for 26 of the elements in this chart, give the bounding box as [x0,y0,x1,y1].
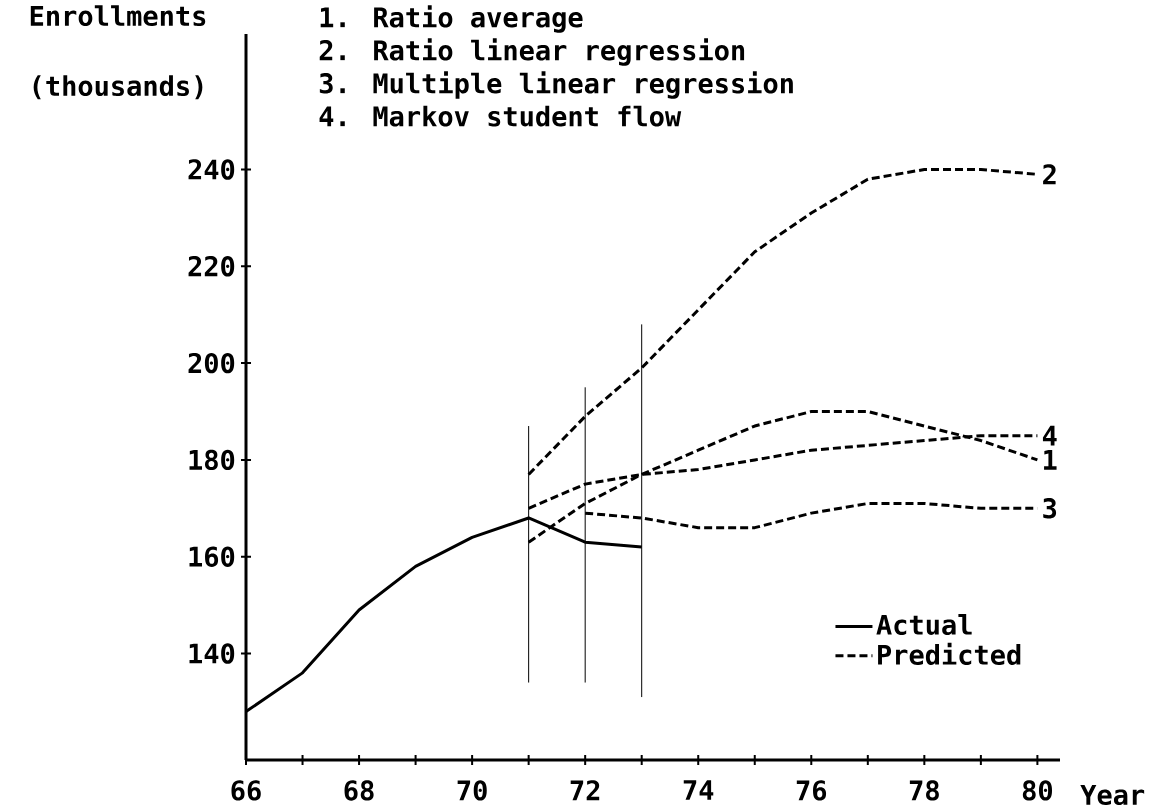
x-tick-label: 80 [1022,780,1053,801]
x-tick-label: 70 [457,780,487,801]
y-tick-label: 220 [188,256,235,277]
text: Enrollments (thousands) [30,5,206,100]
annotation: 2. Ratio linear regression [319,38,745,66]
series-label: 2 [1043,164,1056,185]
x-tick-label: 76 [796,780,827,801]
series-label: 1 [1044,450,1057,470]
x-axis-title: Year [1080,784,1145,806]
text: 1. Ratio average [320,5,583,33]
x-tick-label: 68 [344,780,374,801]
annotation: 4. Markov student flow [319,105,682,127]
y-tick-label: 160 [189,546,235,567]
annotation: Predicted [878,642,1021,665]
y-tick-label: 180 [189,449,235,471]
annotation: 3. Multiple linear regression [319,71,793,99]
x-tick-label: 74 [683,780,714,800]
series-label: 4 [1042,425,1057,446]
legend-label: Actual [876,614,972,635]
x-tick-label: 78 [909,780,939,801]
x-tick-label: 66 [231,780,261,801]
x-tick-label: 72 [570,780,600,801]
y-tick-label: 240 [188,159,235,180]
y-tick-label: 140 [189,643,235,664]
y-tick-label: 200 [188,352,235,374]
series-label: 3 [1043,498,1057,519]
